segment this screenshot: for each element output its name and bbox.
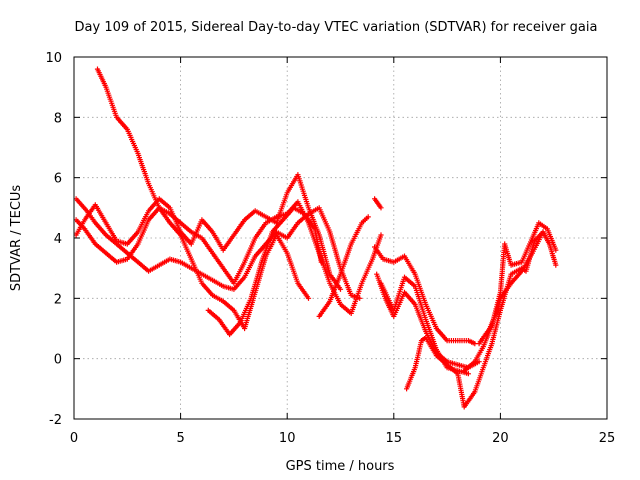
series-line bbox=[75, 173, 342, 290]
series-markers bbox=[461, 220, 559, 374]
y-tick-label: 10 bbox=[45, 51, 62, 66]
series-track-e bbox=[205, 205, 324, 338]
series-track-f bbox=[316, 214, 371, 319]
series-track-h bbox=[372, 244, 478, 347]
series-track-a bbox=[73, 196, 363, 301]
series-track-g bbox=[372, 196, 384, 211]
series-markers bbox=[316, 214, 371, 319]
chart-title: Day 109 of 2015, Sidereal Day-to-day VTE… bbox=[75, 20, 598, 35]
series-markers bbox=[73, 196, 363, 301]
series-track-d bbox=[94, 66, 312, 332]
x-tick-label: 0 bbox=[70, 431, 78, 446]
series-line bbox=[463, 221, 557, 372]
tick-layer: 0 5 10 15 20 25 -2 0 2 4 6 8 10 bbox=[45, 51, 615, 446]
series-line bbox=[96, 68, 310, 331]
series-track-l bbox=[461, 220, 559, 374]
series-markers bbox=[94, 66, 312, 332]
series-layer bbox=[73, 66, 559, 410]
series-line bbox=[405, 230, 557, 409]
grid-layer bbox=[74, 57, 607, 419]
y-tick-label: 6 bbox=[54, 172, 62, 187]
series-markers bbox=[205, 205, 324, 338]
series-markers bbox=[372, 244, 478, 347]
series-track-m bbox=[476, 229, 546, 347]
y-tick-label: -2 bbox=[49, 413, 62, 428]
x-tick-label: 10 bbox=[279, 431, 296, 446]
x-axis-label: GPS time / hours bbox=[286, 459, 395, 474]
series-track-k bbox=[404, 229, 559, 410]
y-tick-label: 2 bbox=[54, 292, 62, 307]
x-tick-label: 15 bbox=[386, 431, 403, 446]
series-markers bbox=[404, 229, 559, 410]
series-markers bbox=[372, 196, 384, 211]
x-tick-label: 25 bbox=[599, 431, 616, 446]
x-tick-label: 5 bbox=[176, 431, 184, 446]
y-axis-label: SDTVAR / TECUs bbox=[9, 185, 24, 292]
y-tick-label: 4 bbox=[54, 232, 62, 247]
y-tick-label: 8 bbox=[54, 111, 62, 126]
y-tick-label: 0 bbox=[54, 353, 62, 368]
x-tick-label: 20 bbox=[492, 431, 509, 446]
series-track-c bbox=[73, 172, 344, 292]
series-markers bbox=[73, 172, 344, 292]
series-markers bbox=[476, 229, 546, 347]
